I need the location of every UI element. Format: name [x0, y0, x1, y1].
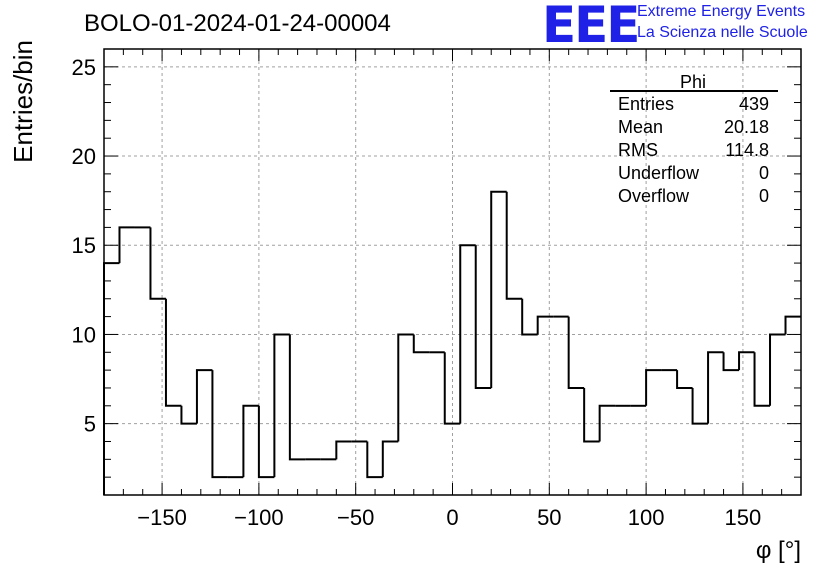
histogram-bin [149, 227, 166, 300]
histogram-bin [722, 352, 740, 372]
histogram-bin [443, 352, 461, 425]
histogram-bin [536, 315, 554, 335]
y-tick-label: 10 [72, 322, 96, 347]
histogram-bin [180, 405, 197, 425]
histogram-bin [645, 369, 662, 406]
histogram-bin [381, 440, 399, 478]
plot-title: BOLO-01-2024-01-24-00004 [84, 10, 391, 37]
x-tick-label: 150 [725, 505, 762, 530]
y-axis-label: Entries/bin [8, 40, 38, 163]
stats-value: 0 [759, 163, 769, 183]
stats-title: Phi [680, 72, 706, 92]
stats-value: 114.8 [725, 140, 769, 160]
stats-label: Entries [618, 94, 674, 114]
histogram-bin [753, 352, 771, 407]
histogram-bin [335, 440, 352, 460]
x-tick-label: 0 [446, 505, 458, 530]
histogram-bin [598, 404, 616, 442]
histogram-bin [738, 351, 755, 371]
y-tick-label: 5 [84, 412, 96, 437]
x-tick-label: −100 [234, 505, 284, 530]
histogram-bin [397, 333, 414, 442]
histogram-bin [195, 369, 213, 424]
histogram-bin [474, 245, 492, 389]
histogram-bin [505, 191, 523, 300]
histogram-bin [567, 316, 585, 389]
y-tick-label: 25 [72, 55, 96, 80]
histogram-bin [707, 351, 724, 424]
stats-value: 20.18 [724, 117, 769, 137]
y-tick-label: 20 [72, 144, 96, 169]
histogram-bin [257, 405, 275, 479]
eee-logo: EEE [542, 0, 640, 54]
stats-label: Underflow [618, 163, 700, 183]
histogram-bin [412, 334, 430, 354]
histogram-bin [118, 226, 135, 264]
histogram-bin [164, 298, 182, 407]
histogram-bin [366, 441, 383, 479]
stats-value: 0 [759, 186, 769, 206]
histogram-bin [521, 298, 538, 336]
stats-label: Overflow [618, 186, 690, 206]
logo-line-1: Extreme Energy Events [637, 3, 806, 20]
histogram-bin [769, 333, 786, 406]
stats-label: RMS [618, 140, 658, 160]
stats-label: Mean [618, 117, 663, 137]
stats-value: 439 [739, 94, 769, 114]
histogram-bin [676, 370, 693, 389]
histogram-bin [288, 334, 306, 461]
x-tick-label: −50 [337, 505, 374, 530]
x-tick-label: 100 [628, 505, 665, 530]
x-tick-label: 50 [537, 505, 561, 530]
histogram-bin [242, 404, 259, 478]
histogram-bin [273, 333, 290, 478]
x-axis-label: φ [°] [756, 537, 801, 564]
logo-line-2: La Scienza nelle Scuole [637, 24, 808, 41]
histogram-bin [583, 387, 600, 443]
histogram-bin [459, 244, 476, 424]
histogram-bin [490, 190, 507, 388]
y-tick-label: 15 [72, 233, 96, 258]
histogram-bin [691, 387, 709, 425]
histogram-bin [784, 315, 801, 335]
histogram-bin [103, 262, 120, 495]
histogram-bin [211, 370, 228, 479]
x-tick-label: −150 [137, 505, 187, 530]
